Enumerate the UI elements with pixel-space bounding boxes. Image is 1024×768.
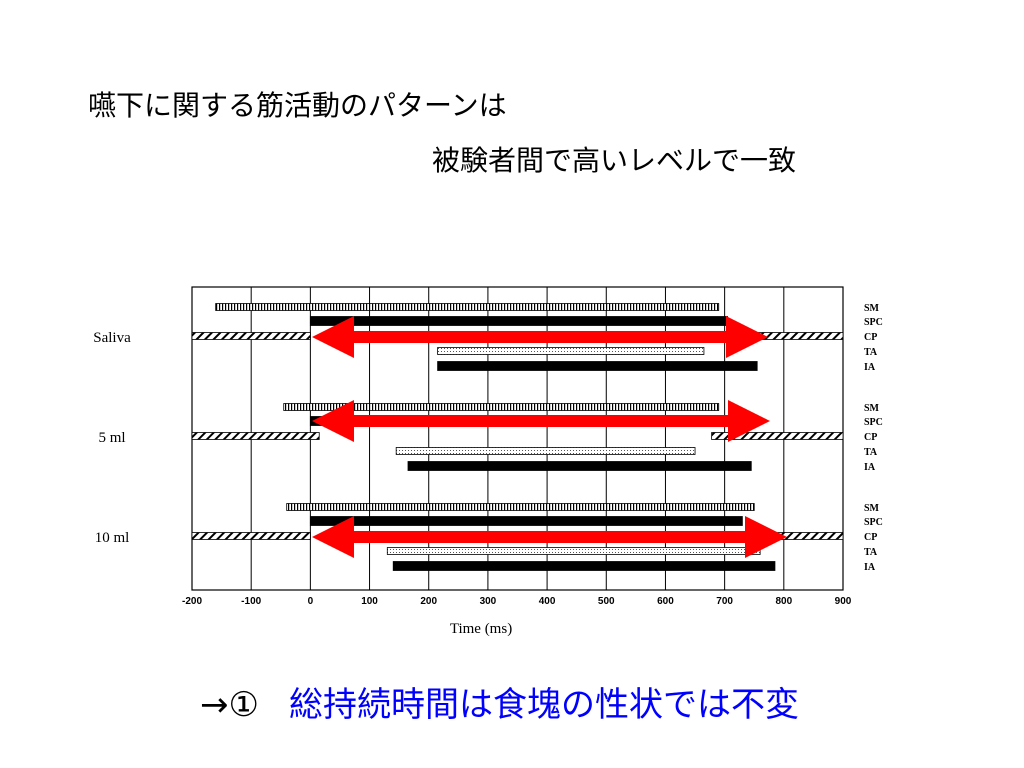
title-line: 被験者間で高いレベルで一致	[432, 144, 796, 177]
activity-bar	[407, 461, 752, 471]
group-label: Saliva	[93, 330, 131, 346]
x-tick-label: 500	[598, 596, 615, 607]
conclusion-prefix: →①	[200, 685, 259, 725]
x-axis-label: Time (ms)	[450, 621, 512, 637]
x-tick-label: 200	[420, 596, 437, 607]
activity-bar	[191, 432, 320, 440]
row-label: SM	[864, 303, 880, 314]
x-tick-label: 800	[775, 596, 792, 607]
activity-bar	[711, 432, 844, 440]
activity-bar	[777, 532, 844, 540]
row-label: SPC	[864, 317, 883, 328]
x-tick-label: 0	[308, 596, 314, 607]
x-tick-label: 900	[835, 596, 852, 607]
row-label: CP	[864, 332, 877, 343]
x-tick-label: 400	[539, 596, 556, 607]
row-label: SPC	[864, 517, 883, 528]
activity-bar	[215, 303, 720, 311]
row-label: IA	[864, 562, 876, 573]
activity-bar	[283, 403, 720, 411]
x-tick-label: -200	[182, 596, 202, 607]
group-label: 5 ml	[98, 430, 125, 446]
row-label: TA	[864, 447, 878, 458]
row-label: SM	[864, 403, 880, 414]
row-label: SPC	[864, 417, 883, 428]
activity-bar	[395, 447, 696, 455]
activity-bar	[309, 516, 743, 526]
title-line: 嚥下に関する筋活動のパターンは	[88, 89, 507, 122]
activity-bar	[392, 561, 776, 571]
x-tick-label: -100	[241, 596, 261, 607]
row-label: CP	[864, 532, 877, 543]
x-tick-label: 100	[361, 596, 378, 607]
red-arrow	[312, 316, 768, 358]
activity-bar	[191, 332, 311, 340]
conclusion: 総持続時間は食塊の性状では不変	[289, 685, 799, 725]
row-label: IA	[864, 462, 876, 473]
activity-bar	[437, 361, 758, 371]
row-label: TA	[864, 347, 878, 358]
plot: -200 -100 0 100 200 300 400 500 600 700 800 900 Time…	[93, 286, 883, 637]
activity-bar	[386, 547, 761, 555]
row-label: SM	[864, 503, 880, 514]
activity-bar	[286, 503, 755, 511]
x-tick-label: 700	[716, 596, 733, 607]
x-tick-label: 600	[657, 596, 674, 607]
group-label: 10 ml	[95, 530, 130, 546]
red-arrow	[312, 516, 787, 558]
row-label: IA	[864, 362, 876, 373]
x-tick-label: 300	[480, 596, 497, 607]
row-label: CP	[864, 432, 877, 443]
activity-bar	[309, 316, 728, 326]
row-label: TA	[864, 547, 878, 558]
activity-bar	[437, 347, 705, 355]
activity-bar	[191, 532, 311, 540]
red-arrow	[312, 400, 770, 442]
